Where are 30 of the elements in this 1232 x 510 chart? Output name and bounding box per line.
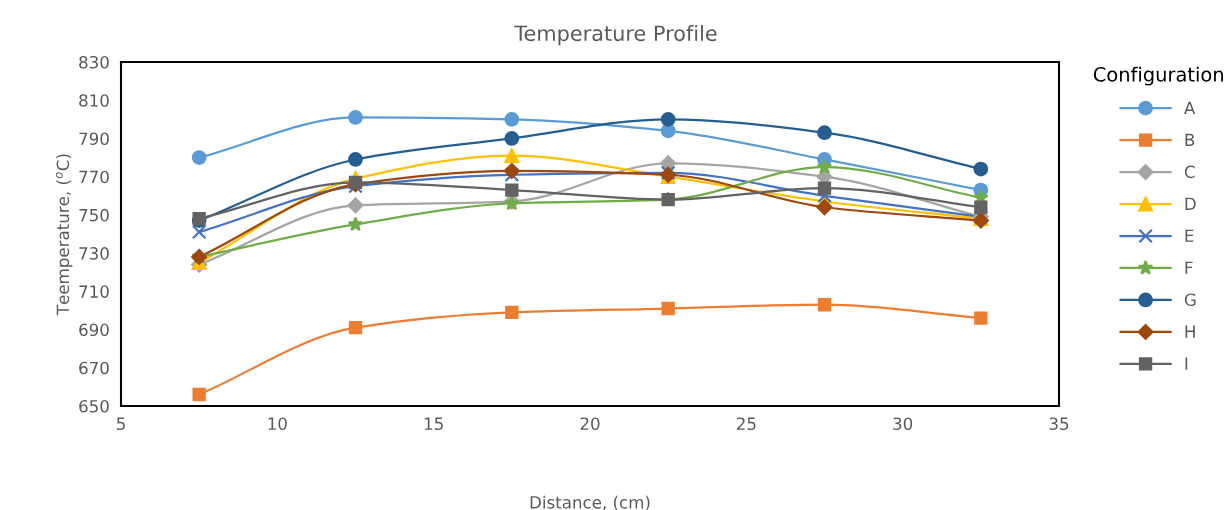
x-tick-label: 10 [268,417,287,431]
y-tick-label: 730 [79,247,109,260]
legend-label: H [1185,325,1195,338]
y-tick-label: 690 [79,323,109,337]
x-tick-label: 25 [736,417,756,431]
y-axis-title: Teemperature, ($^{o}$C) [56,154,73,316]
x-tick-label: 20 [580,417,600,431]
x-tick-label: 5 [116,417,125,431]
y-tick-label: 750 [79,208,109,222]
legend-label: D [1185,197,1196,210]
y-tick-label: 790 [79,132,109,146]
y-tick-label: 770 [79,170,109,184]
y-tick-label: 710 [79,285,109,298]
y-tick-label: 670 [79,361,109,375]
legend-label: C [1184,165,1195,179]
y-tick-label: 830 [79,55,109,69]
legend-label: A [1184,101,1196,114]
x-axis-title: Distance, (cm) [530,495,650,510]
y-tick-label: 650 [79,399,109,413]
legend-label: I [1185,357,1188,370]
legend-label: E [1185,229,1194,242]
legend-title: Configuration [1093,66,1223,86]
legend-label: B [1185,133,1195,146]
x-tick-label: 35 [1049,417,1069,431]
y-tick-label: 810 [79,94,109,107]
chart-title: Temperature Profile [514,25,717,46]
x-tick-label: 15 [424,417,443,431]
legend-label: F [1185,261,1193,274]
x-tick-label: 30 [893,417,913,431]
legend-label: G [1184,293,1196,307]
